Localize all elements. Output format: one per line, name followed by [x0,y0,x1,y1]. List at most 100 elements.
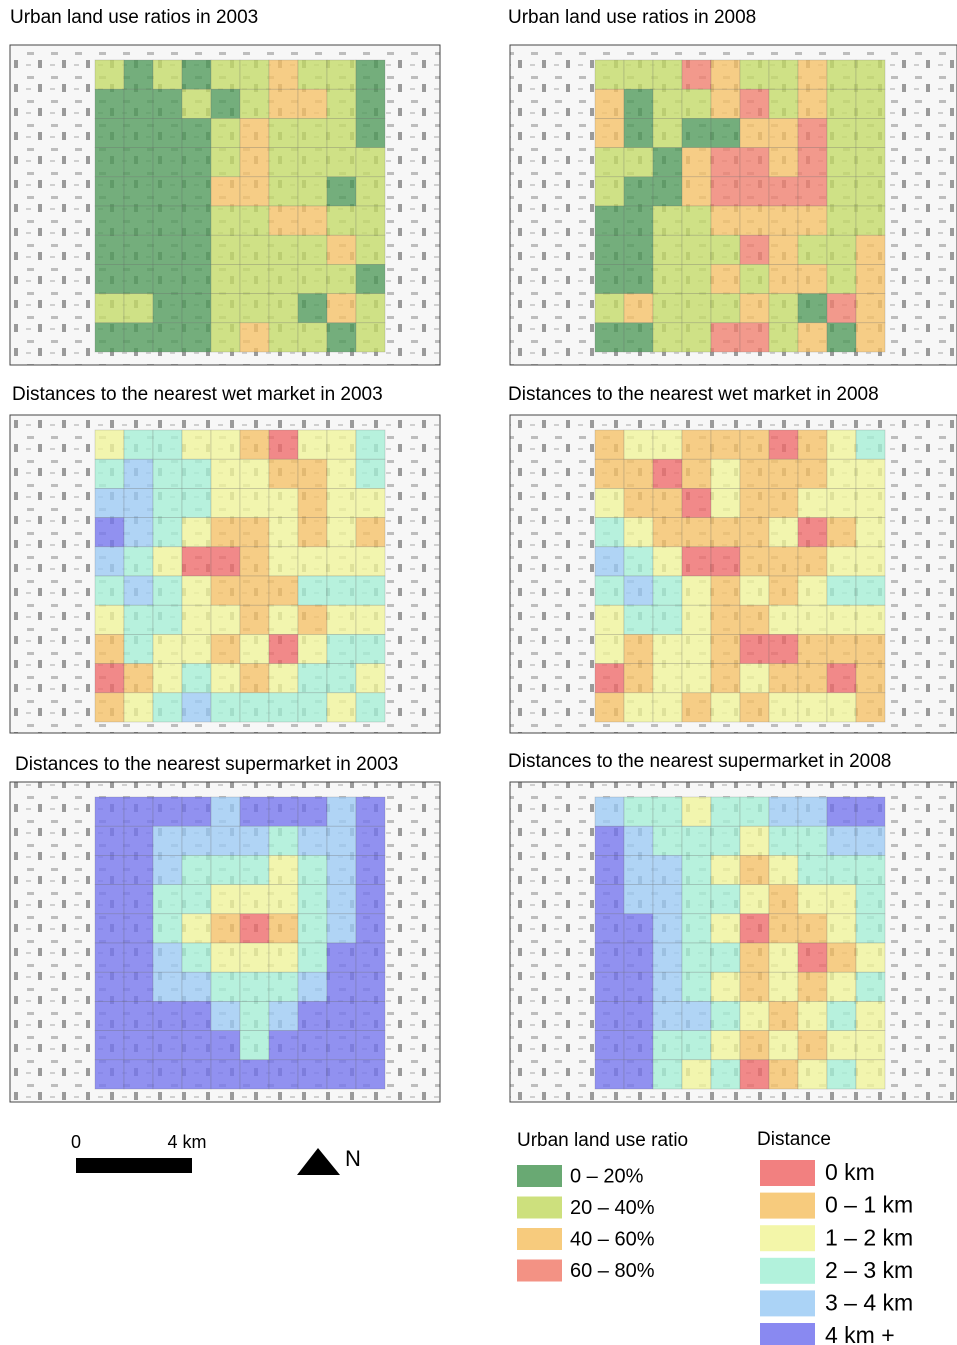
grid-cell [798,605,827,634]
grid-cell [711,1031,740,1060]
grid-cell [827,518,856,547]
grid-cell [624,323,653,352]
grid-cell [798,1031,827,1060]
grid-cell [769,294,798,323]
grid-cell [124,1001,153,1030]
grid-cell [740,855,769,884]
grid-cell [856,972,885,1001]
grid-cell [769,664,798,693]
grid-cell [653,885,682,914]
grid-cell [95,148,124,177]
grid-cell [856,1001,885,1030]
grid-cell [95,235,124,264]
grid-cell [240,488,269,517]
grid-cell [298,323,327,352]
grid-cell [595,294,624,323]
grid-cell [798,60,827,89]
grid-cell [356,943,385,972]
grid-cell [682,826,711,855]
grid-cell [740,693,769,722]
grid-cell [182,206,211,235]
grid-cell [769,1060,798,1089]
grid-cell [624,972,653,1001]
grid-cell [595,576,624,605]
grid-cell [153,797,182,826]
grid-cell [711,518,740,547]
grid-cell [182,148,211,177]
grid-cell [711,547,740,576]
grid-cell [856,576,885,605]
grid-cell [356,235,385,264]
grid-cell [298,855,327,884]
grid-cell [653,323,682,352]
grid-cell [211,693,240,722]
grid-cell [269,914,298,943]
grid-cell [769,118,798,147]
grid-cell [298,1001,327,1030]
grid-cell [653,264,682,293]
grid-cell [356,885,385,914]
grid-cell [124,664,153,693]
grid-cell [211,459,240,488]
grid-cell [856,148,885,177]
grid-cell [711,797,740,826]
grid-cell [240,118,269,147]
grid-cell [711,459,740,488]
grid-cell [653,826,682,855]
grid-cell [356,1060,385,1089]
grid-cell [153,459,182,488]
grid-cell [856,914,885,943]
grid-cell [95,60,124,89]
grid-cell [769,547,798,576]
grid-cell [682,693,711,722]
grid-cell [740,914,769,943]
legend-label: 20 – 40% [570,1197,655,1219]
grid-cell [711,264,740,293]
grid-cell [182,235,211,264]
grid-cell [153,488,182,517]
grid-cell [856,826,885,855]
grid-cell [269,235,298,264]
grid-cell [153,518,182,547]
grid-cell [711,323,740,352]
grid-cell [182,1001,211,1030]
grid-cell [653,430,682,459]
grid-cell [211,914,240,943]
grid-cell [327,972,356,1001]
grid-cell [682,797,711,826]
grid-cell [682,1031,711,1060]
grid-cell [827,294,856,323]
grid-cell [298,664,327,693]
grid-cell [182,89,211,118]
grid-cell [827,148,856,177]
grid-cell [653,60,682,89]
grid-cell [211,972,240,1001]
grid-cell [211,797,240,826]
grid-cell [153,118,182,147]
grid-cell [740,972,769,1001]
grid-cell [153,634,182,663]
grid-cell [124,797,153,826]
grid-cell [624,430,653,459]
grid-cell [769,797,798,826]
grid-cell [95,855,124,884]
grid-cell [182,634,211,663]
grid-cell [769,518,798,547]
grid-cell [740,235,769,264]
grid-cell [182,430,211,459]
grid-cell [740,576,769,605]
grid-cell [95,430,124,459]
grid-cell [827,634,856,663]
grid-cell [124,885,153,914]
grid-cell [856,177,885,206]
grid-cell [856,605,885,634]
grid-cell [211,1060,240,1089]
grid-cell [298,1060,327,1089]
grid-cell [624,60,653,89]
grid-cell [624,89,653,118]
grid-cell [856,118,885,147]
grid-cell [356,547,385,576]
grid-cell [95,547,124,576]
grid-cell [95,797,124,826]
grid-cell [240,693,269,722]
